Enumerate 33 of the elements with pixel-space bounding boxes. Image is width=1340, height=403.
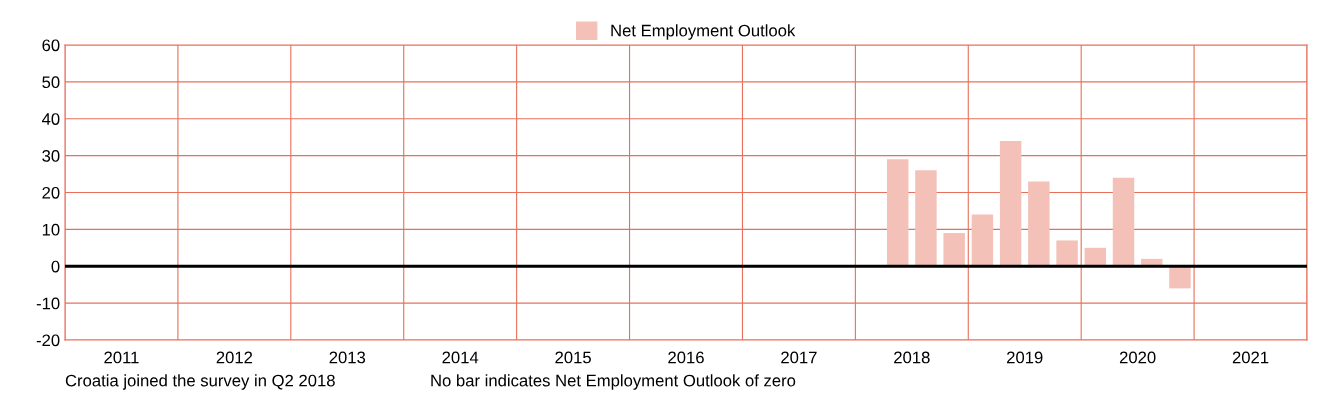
- x-tick-label: 2021: [1232, 351, 1269, 364]
- bar: [1028, 181, 1050, 267]
- text: No bar indicates Net Employment Outlook of zero: [431, 374, 796, 390]
- bar: [1056, 240, 1078, 267]
- legend-label: Net Employment Outlook: [611, 24, 796, 40]
- x-tick-label: 2011: [104, 351, 139, 364]
- x-tick-label: 2013: [329, 351, 366, 364]
- bar: [1112, 177, 1135, 267]
- x-tick-label: 2016: [668, 351, 704, 364]
- y-tick-label: 30: [42, 150, 60, 162]
- bar: [971, 214, 994, 267]
- bar: [915, 170, 937, 267]
- x-tick-label: 2012: [216, 351, 253, 364]
- bar: [1169, 266, 1191, 289]
- y-tick-label: 20: [42, 186, 60, 199]
- x-tick-label: 2017: [781, 351, 817, 364]
- x-tick-label: 2020: [1119, 351, 1156, 364]
- x-tick-label: 2018: [894, 351, 930, 364]
- x-tick-label: 2019: [1007, 351, 1043, 364]
- text: Croatia joined the survey in Q2 2018: [65, 374, 335, 390]
- y-tick-label: 60: [42, 39, 60, 52]
- x-tick-label: 2015: [555, 351, 591, 364]
- bar: [999, 140, 1022, 267]
- y-tick-label: -20: [36, 334, 60, 347]
- y-tick-label: -10: [36, 297, 60, 310]
- y-tick-label: 50: [42, 76, 60, 89]
- y-tick-label: 40: [41, 113, 60, 125]
- x-tick-label: 2014: [442, 351, 479, 364]
- y-tick-label: 10: [42, 223, 60, 236]
- y-tick-label: 0: [51, 260, 60, 273]
- bar: [943, 233, 965, 267]
- bar: [886, 159, 909, 267]
- bar: [1084, 247, 1107, 267]
